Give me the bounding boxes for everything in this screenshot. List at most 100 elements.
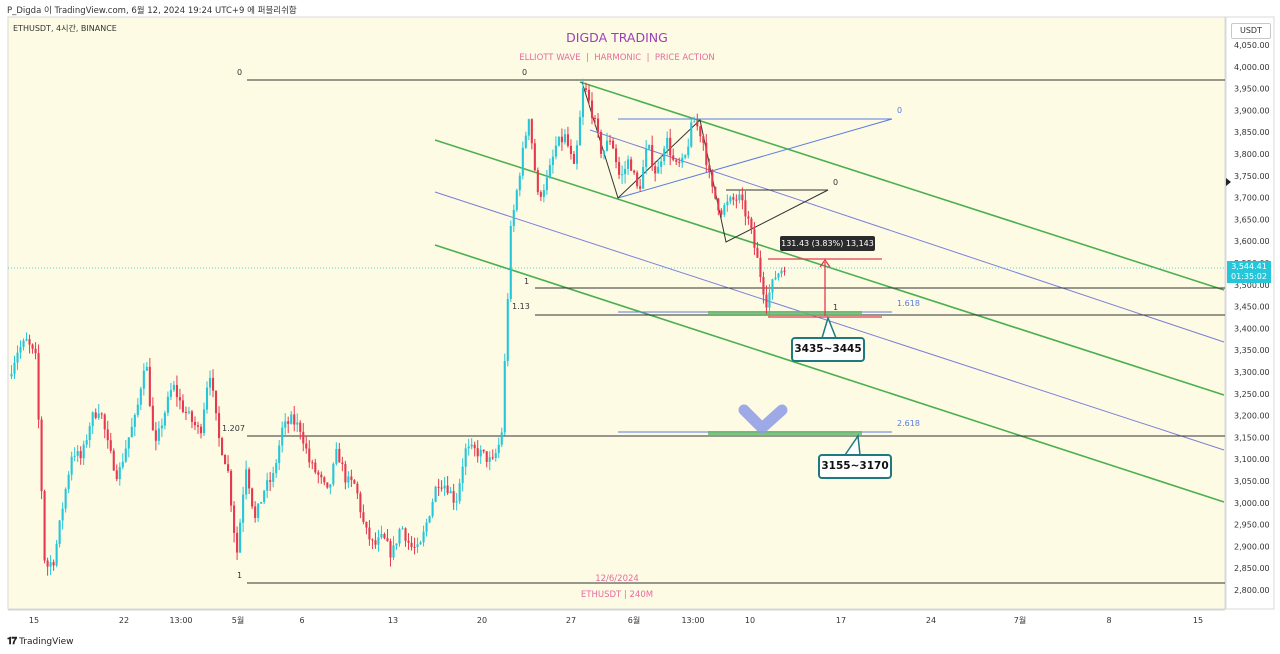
candle-body (224, 454, 227, 465)
candle-body (389, 541, 392, 558)
candle-body (395, 543, 398, 546)
tradingview-logo-icon: 𝟏𝟕 (7, 636, 17, 647)
candle-body (163, 412, 166, 426)
candle-body (729, 197, 732, 202)
candle-body (470, 444, 473, 447)
currency-selector[interactable]: USDT (1231, 23, 1271, 39)
candle-body (118, 467, 121, 480)
target-box-lower[interactable]: 3155~3170 (818, 454, 892, 479)
publish-caption: P_Digda 이 TradingView.com, 6월 12, 2024 1… (7, 6, 297, 16)
candle-body (503, 361, 506, 433)
candle-body (554, 145, 557, 157)
candle-body (440, 487, 443, 489)
candle-body (560, 136, 563, 143)
candle-body (184, 411, 188, 413)
candle-body (344, 464, 347, 483)
candle-body (491, 457, 494, 459)
candle-body (79, 451, 82, 459)
time-tick-label: 5월 (232, 615, 244, 625)
tradingview-logo[interactable]: 𝟏𝟕 TradingView (7, 636, 74, 647)
candle-body (431, 501, 434, 517)
price-tick-label: 3,650.00 (1234, 215, 1270, 224)
candle-body (350, 476, 353, 481)
candle-body (257, 503, 260, 518)
candle-body (608, 140, 612, 142)
candle-body (251, 488, 254, 507)
candle-body (521, 147, 524, 176)
fib-label-1-13: 1.13 (512, 302, 530, 311)
candle-body (70, 456, 73, 475)
price-tick-label: 3,600.00 (1234, 237, 1270, 246)
candle-body (242, 494, 245, 523)
price-tick-label: 4,000.00 (1234, 63, 1270, 72)
watermark-symbol: ETHUSDT | 240M (581, 590, 653, 600)
candle-body (386, 538, 389, 542)
candle-body (10, 373, 13, 377)
candle-body (296, 422, 299, 425)
candle-body (284, 421, 287, 428)
green-channel-middle[interactable] (434, 139, 1225, 396)
candle-body (236, 532, 239, 553)
candle-body (539, 192, 542, 197)
candle-body (248, 469, 251, 489)
candle-body (133, 414, 136, 427)
candle-body (443, 485, 446, 489)
symbol-line: ETHUSDT, 4시간, BINANCE (13, 23, 117, 33)
candle-body (100, 413, 103, 415)
candle-body (723, 205, 726, 215)
price-tick-label: 2,950.00 (1234, 521, 1270, 530)
candle-body (663, 148, 666, 162)
candle-body (91, 412, 94, 427)
candle-body (726, 201, 729, 206)
candle-body (374, 540, 377, 545)
time-tick-label: 13:00 (169, 616, 192, 625)
time-tick-label: 6 (299, 616, 304, 625)
time-tick-label: 6월 (628, 615, 640, 625)
candle-body (76, 451, 79, 456)
candle-body (178, 397, 181, 401)
candle-body (624, 168, 627, 175)
candle-body (266, 480, 269, 491)
candle-body (115, 470, 118, 480)
candle-body (31, 344, 34, 349)
blue-diagonal[interactable] (617, 118, 893, 199)
candle-body (356, 483, 359, 494)
fib-label-0-blue: 0 (897, 106, 902, 115)
price-tick-label: 3,400.00 (1234, 324, 1270, 333)
time-axis-panel (8, 610, 1225, 630)
candle-body (596, 118, 600, 132)
price-tick-label: 3,750.00 (1234, 172, 1270, 181)
candle-body (245, 469, 248, 495)
target-zone-upper[interactable] (708, 311, 862, 316)
candle-body (341, 462, 344, 465)
price-tick-label: 2,850.00 (1234, 564, 1270, 573)
candle-body (362, 512, 365, 522)
target-box-upper[interactable]: 3435~3445 (791, 337, 865, 362)
candle-body (205, 387, 209, 410)
time-tick-label: 13 (388, 616, 398, 625)
price-tick-label: 3,000.00 (1234, 499, 1270, 508)
candle-body (509, 225, 512, 300)
price-tick-label: 3,900.00 (1234, 106, 1270, 115)
candle-body (187, 411, 191, 413)
measure-readout[interactable]: 131.43 (3.83%) 13,143 (780, 236, 875, 251)
candle-body (458, 483, 461, 502)
green-channel-upper[interactable] (579, 81, 1225, 291)
price-tick-label: 3,850.00 (1234, 128, 1270, 137)
candle-body (287, 421, 290, 424)
time-tick-label: 27 (566, 616, 576, 625)
price-tick-label: 3,100.00 (1234, 455, 1270, 464)
candle-body (422, 531, 425, 543)
candle-body (103, 414, 106, 430)
price-tick-label: 3,200.00 (1234, 412, 1270, 421)
candle-body (217, 413, 221, 439)
candle-body (151, 405, 154, 431)
candle-body (545, 177, 548, 191)
candle-body (771, 279, 774, 293)
candle-body (566, 134, 569, 146)
blue-channel-upper[interactable] (589, 129, 1225, 343)
target-zone-lower[interactable] (708, 431, 862, 436)
candle-body (37, 353, 40, 420)
candle-body (58, 520, 61, 544)
